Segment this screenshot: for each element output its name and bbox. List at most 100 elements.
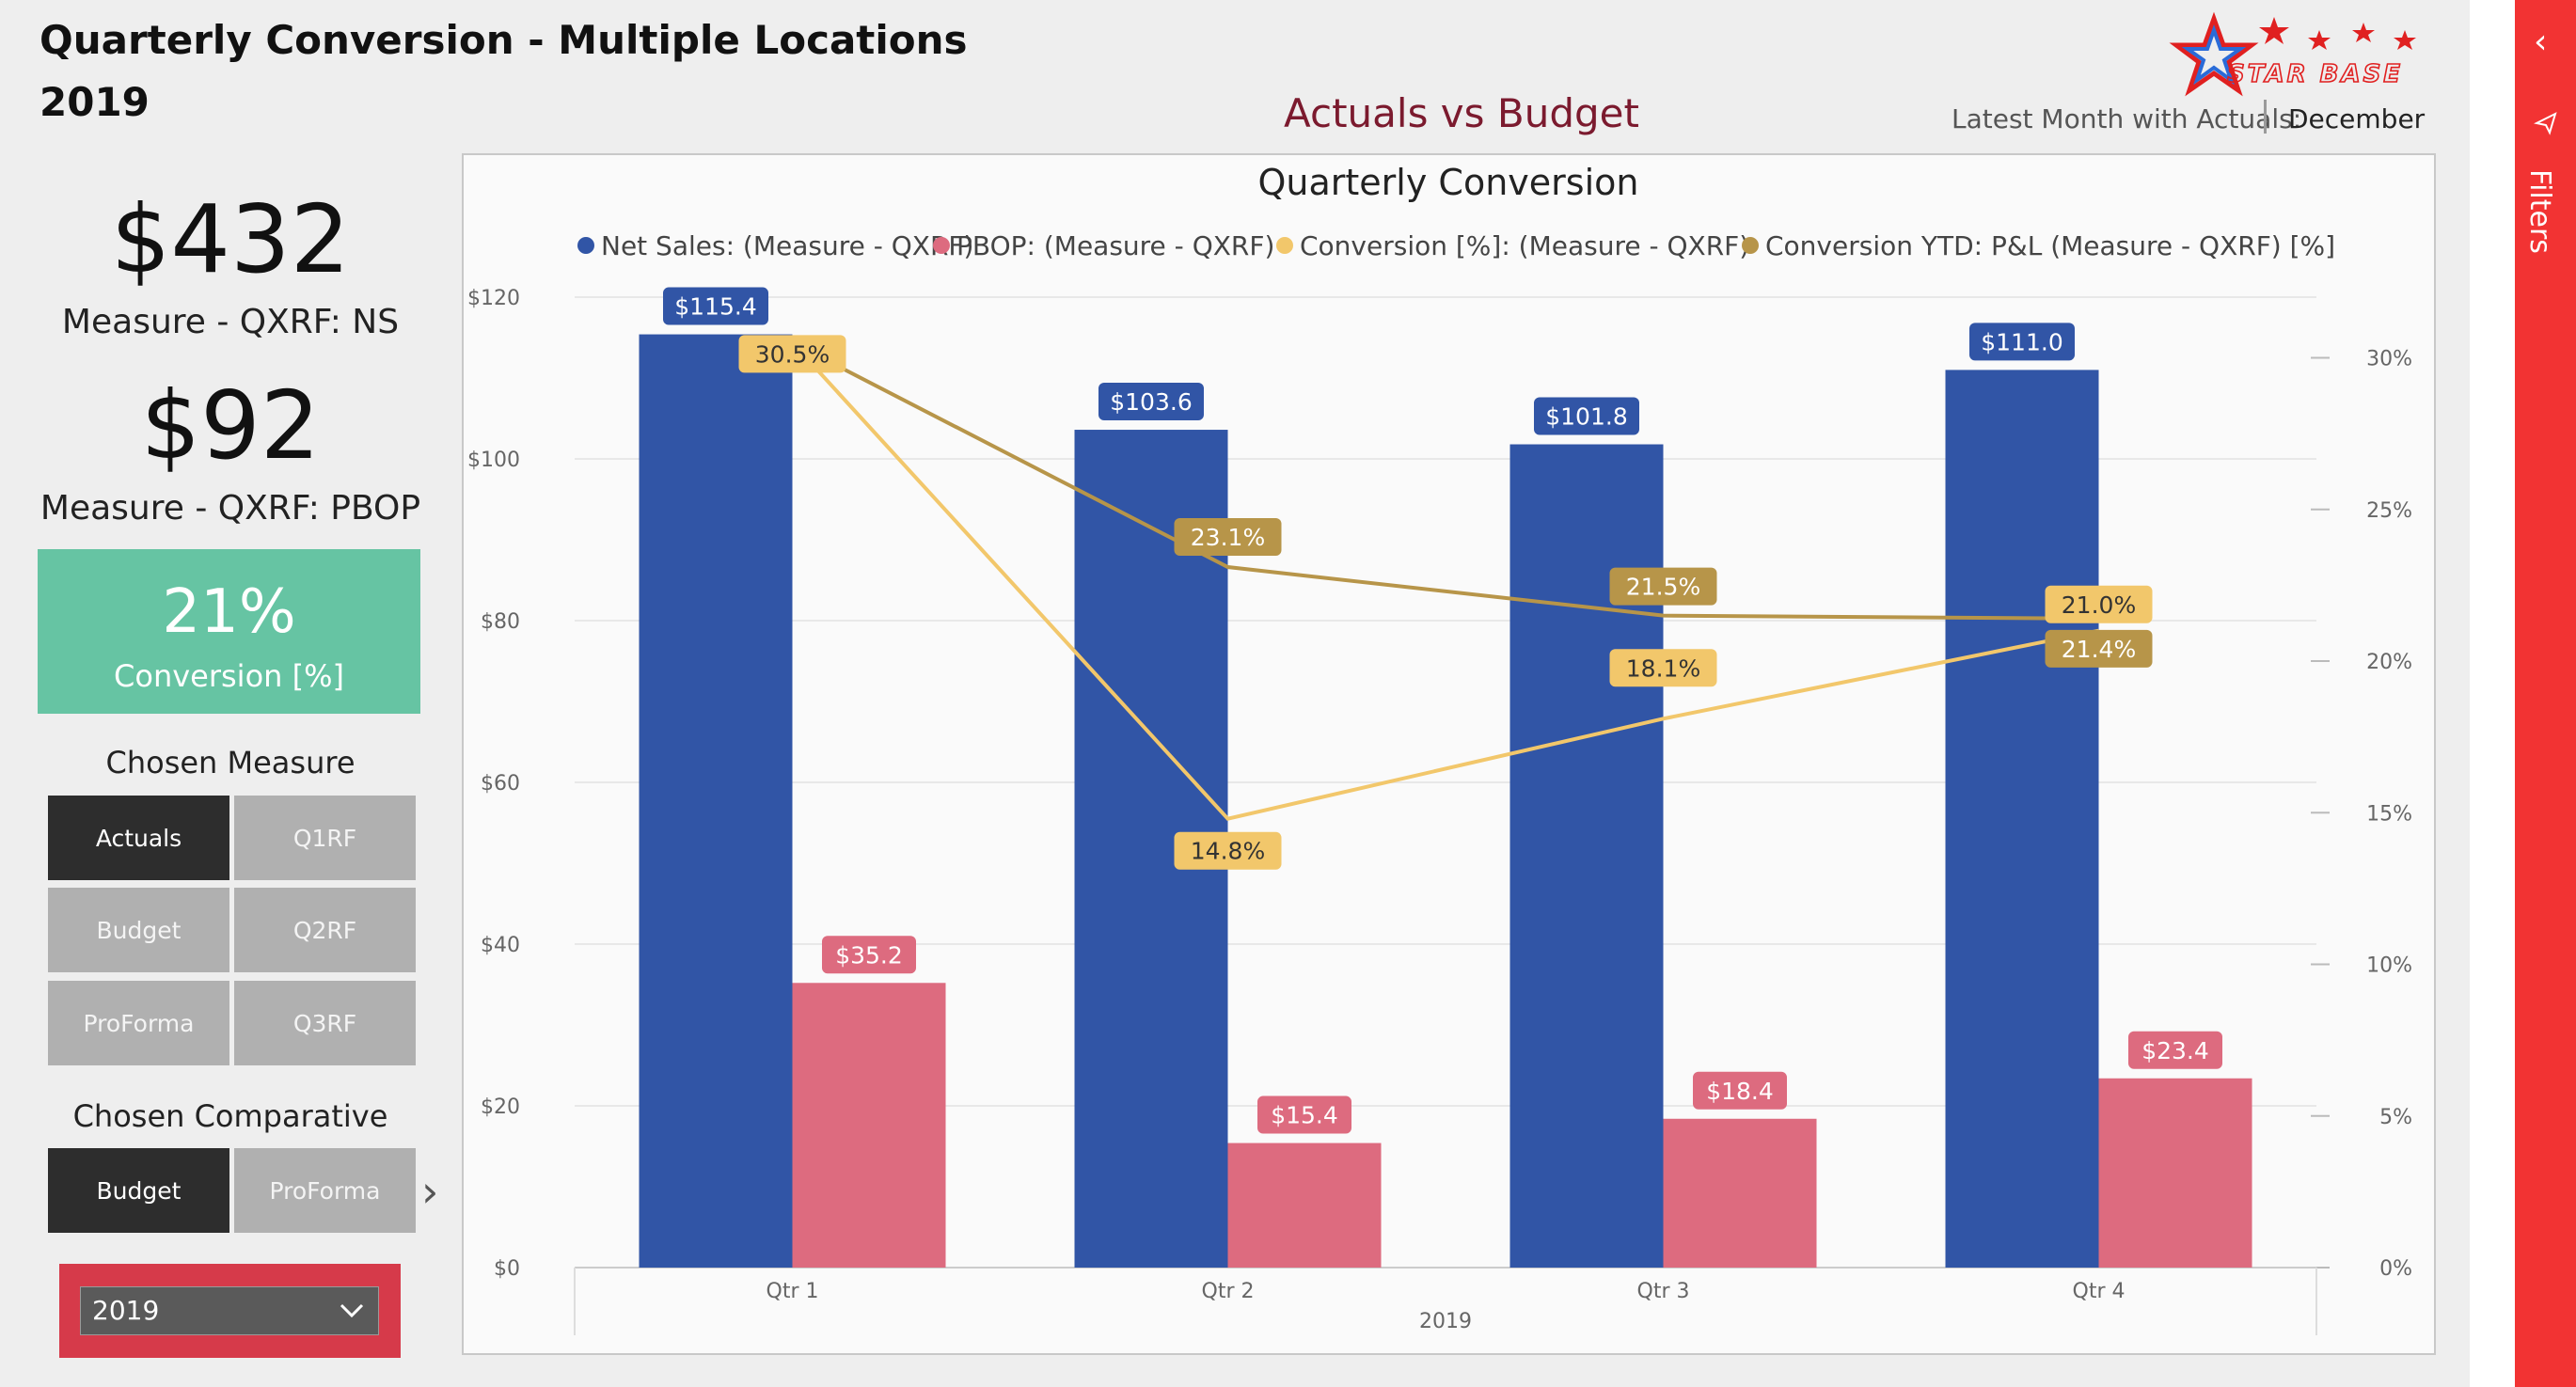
filter-icon: [2534, 112, 2557, 135]
legend-marker-2: [933, 237, 950, 254]
conversion-kpi-value: 21%: [162, 577, 296, 647]
pbop-data-label: $15.4: [1271, 1102, 1338, 1129]
net-sales-kpi-label: Measure - QXRF: NS: [61, 303, 400, 341]
latest-month-value: December: [2288, 103, 2426, 134]
y2-tick-label: 5%: [2379, 1106, 2412, 1129]
comparative-option-budget[interactable]: Budget: [48, 1148, 229, 1233]
filters-label: Filters: [2523, 169, 2556, 254]
logo-text: STAR BASE: [2227, 60, 2403, 88]
pbop-data-label-bg: [1693, 1071, 1787, 1110]
net-sales-data-label: $111.0: [1981, 328, 2062, 355]
net-sales-data-label-bg: [1098, 383, 1204, 421]
pbop-data-label: $23.4: [2141, 1037, 2209, 1064]
legend-marker-1: [577, 237, 594, 254]
y2-tick-label: 10%: [2366, 954, 2412, 978]
pbop-bar: [792, 983, 946, 1268]
y-tick-label: $20: [481, 1095, 520, 1119]
chosen-measure-slicer: Actuals Q1RF Budget Q2RF ProForma Q3RF: [48, 796, 417, 1068]
measure-option-budget[interactable]: Budget: [48, 888, 229, 972]
filters-pane[interactable]: ‹ Filters: [2515, 0, 2576, 1387]
measure-option-actuals[interactable]: Actuals: [48, 796, 229, 880]
pbop-bar: [1227, 1143, 1382, 1268]
legend-marker-3: [1276, 237, 1293, 254]
conversion-ytd-data-label: 21.5%: [1626, 574, 1700, 601]
collapse-chevron-icon[interactable]: ‹: [2534, 23, 2548, 61]
conversion-kpi-label: Conversion [%]: [114, 658, 344, 694]
conversion-data-label: 21.0%: [2062, 591, 2136, 619]
y2-tick-label: 15%: [2366, 802, 2412, 826]
comparative-option-proforma[interactable]: ProForma: [234, 1148, 416, 1233]
conversion-ytd-data-label: 21.4%: [2062, 636, 2136, 663]
net-sales-data-label-bg: [1534, 397, 1639, 435]
report-year: 2019: [40, 79, 150, 125]
conversion-ytd-data-label-bg: [2045, 629, 2153, 668]
measure-option-q1rf[interactable]: Q1RF: [234, 796, 416, 880]
net-sales-data-label: $103.6: [1110, 388, 1192, 416]
conversion-ytd-data-label-bg: [1609, 567, 1717, 606]
conversion-line: [791, 341, 2099, 821]
net-sales-data-label: $115.4: [674, 293, 756, 321]
conversion-kpi-card: 21% Conversion [%]: [38, 549, 420, 714]
y-tick-label: $100: [467, 449, 520, 472]
conversion-data-label-bg: [1174, 831, 1282, 870]
conversion-ytd-data-label: 23.1%: [1191, 524, 1265, 551]
net-sales-data-label-bg: [1969, 323, 2075, 361]
quarterly-conversion-chart: Quarterly Conversion Net Sales: (Measure …: [467, 162, 2412, 1335]
pbop-kpi-label: Measure - QXRF: PBOP: [40, 489, 421, 528]
net-sales-bar: [639, 334, 793, 1268]
measure-option-proforma[interactable]: ProForma: [48, 981, 229, 1065]
y-tick-label: $120: [467, 287, 520, 310]
star-base-logo: STAR BASE: [2169, 9, 2432, 103]
net-sales-data-label: $101.8: [1545, 403, 1627, 431]
measure-option-q3rf[interactable]: Q3RF: [234, 981, 416, 1065]
conversion-data-label-bg: [738, 335, 846, 373]
y2-tick-label: 30%: [2366, 348, 2412, 371]
conversion-data-label-bg: [1609, 649, 1717, 687]
report-title: Quarterly Conversion - Multiple Location…: [40, 17, 968, 63]
legend-marker-4: [1742, 237, 1759, 254]
y-tick-label: $60: [481, 772, 520, 796]
net-sales-kpi-value: $432: [110, 184, 351, 294]
chart-heading: Actuals vs Budget: [1284, 90, 1639, 136]
y-tick-label: $80: [481, 610, 520, 634]
latest-month-divider: [2264, 100, 2267, 134]
net-sales-data-label-bg: [663, 287, 768, 325]
x-tick-label: Qtr 4: [2073, 1280, 2126, 1303]
y-tick-label: $40: [481, 934, 520, 957]
chosen-measure-title: Chosen Measure: [105, 745, 356, 780]
y2-tick-label: 20%: [2366, 651, 2412, 674]
page-margin-strip: [2470, 0, 2515, 1387]
pbop-data-label-bg: [1257, 1095, 1351, 1134]
conversion-data-label: 14.8%: [1191, 838, 1265, 865]
chevron-right-icon[interactable]: ›: [421, 1166, 439, 1217]
pbop-bar: [2098, 1078, 2252, 1268]
legend-label-3: Conversion [%]: (Measure - QXRF): [1300, 230, 1749, 261]
pbop-data-label-bg: [822, 936, 916, 974]
net-sales-bar: [1945, 370, 2099, 1268]
y-tick-label: $0: [494, 1257, 520, 1281]
x-tick-label: Qtr 1: [766, 1280, 819, 1303]
chart-title: Quarterly Conversion: [1258, 162, 1639, 203]
conversion-data-label: 18.1%: [1626, 654, 1700, 682]
year-dropdown-value: 2019: [92, 1295, 160, 1326]
measure-option-q2rf[interactable]: Q2RF: [234, 888, 416, 972]
legend-label-2: PBOP: (Measure - QXRF): [956, 230, 1274, 261]
legend-label-1: Net Sales: (Measure - QXRF): [601, 230, 973, 261]
pbop-data-label: $18.4: [1706, 1078, 1774, 1105]
chart-panel: Quarterly Conversion Net Sales: (Measure …: [462, 153, 2436, 1355]
conversion-data-label: 30.5%: [755, 340, 830, 368]
x-tick-label: Qtr 3: [1637, 1280, 1690, 1303]
y2-tick-label: 0%: [2379, 1257, 2412, 1281]
year-dropdown-container: 2019: [59, 1264, 401, 1358]
conversion-ytd-line: [791, 340, 2099, 621]
chosen-comparative-slicer: Budget ProForma: [48, 1148, 417, 1233]
year-dropdown[interactable]: 2019: [80, 1286, 379, 1335]
pbop-data-label: $35.2: [835, 941, 903, 969]
conversion-data-label-bg: [2045, 585, 2153, 623]
pbop-kpi-value: $92: [140, 370, 321, 481]
y2-tick-label: 25%: [2366, 499, 2412, 523]
chevron-down-icon: [340, 1303, 364, 1318]
pbop-bar: [1663, 1118, 1817, 1268]
legend-label-4: Conversion YTD: P&L (Measure - QXRF) [%]: [1765, 230, 2335, 261]
x-tick-label: Qtr 2: [1202, 1280, 1255, 1303]
